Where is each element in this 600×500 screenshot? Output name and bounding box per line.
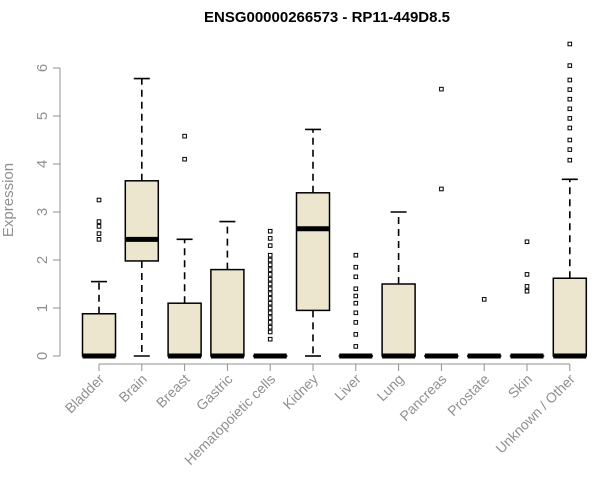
outlier-point <box>481 297 487 302</box>
outlier-point <box>524 288 530 294</box>
box-8 <box>424 86 459 359</box>
y-tick-label: 6 <box>34 64 51 72</box>
x-tick-label: Lung <box>373 371 406 404</box>
x-tick-label: Brain <box>115 371 149 405</box>
outlier-point <box>267 320 273 325</box>
box-7 <box>381 211 416 359</box>
outlier-point <box>353 300 359 306</box>
box-5 <box>295 128 331 357</box>
outlier-point <box>567 41 573 47</box>
x-tick-label: Unknown / Other <box>492 371 578 457</box>
y-tick-label: 2 <box>34 256 51 264</box>
box-3 <box>210 220 245 359</box>
outlier-point <box>96 219 102 224</box>
outlier-point <box>439 186 444 192</box>
outlier-point <box>96 197 102 203</box>
outlier-point <box>267 315 273 320</box>
box-body <box>552 277 588 357</box>
y-tick-label: 4 <box>34 160 51 168</box>
outlier-point <box>567 116 573 121</box>
outlier-point <box>267 236 273 241</box>
box-1 <box>124 77 160 357</box>
x-tick-label: Kidney <box>280 371 322 413</box>
outlier-point <box>353 264 359 270</box>
outlier-point <box>524 284 530 289</box>
outlier-point <box>267 336 273 342</box>
outlier-point <box>182 133 187 139</box>
outlier-point <box>353 274 359 280</box>
box-4 <box>252 228 288 359</box>
outlier-point <box>267 300 273 306</box>
outlier-point <box>96 231 102 236</box>
box-body <box>124 180 160 262</box>
box-body <box>167 302 202 357</box>
outlier-point <box>267 286 273 292</box>
y-tick-label: 1 <box>34 304 51 312</box>
outlier-point <box>267 267 273 272</box>
x-tick-label: Gastric <box>193 371 236 414</box>
outlier-point <box>267 252 273 258</box>
x-tick-label: Bladder <box>62 371 108 417</box>
y-tick-label: 5 <box>34 112 51 120</box>
box-0 <box>81 197 117 359</box>
outlier-point <box>567 77 573 83</box>
outlier-point <box>567 63 573 68</box>
boxes-group <box>81 41 588 359</box>
outlier-point <box>567 96 573 102</box>
box-body <box>210 268 245 357</box>
outlier-point <box>567 125 573 131</box>
box-2 <box>167 133 202 359</box>
outlier-point <box>267 228 273 234</box>
outlier-point <box>353 344 359 349</box>
outlier-point <box>353 310 359 316</box>
outlier-point <box>353 286 359 292</box>
outlier-point <box>267 276 273 282</box>
outlier-point <box>267 329 273 335</box>
outlier-point <box>567 147 573 152</box>
box-11 <box>552 41 588 359</box>
y-tick-label: 0 <box>34 352 51 360</box>
outlier-point <box>267 291 273 296</box>
outlier-point <box>353 332 359 337</box>
outlier-point <box>182 156 187 162</box>
outlier-point <box>267 262 273 268</box>
outlier-point <box>524 272 530 277</box>
outlier-point <box>267 281 273 287</box>
box-body <box>295 192 331 312</box>
outlier-point <box>353 320 359 325</box>
x-tick-label: Skin <box>505 371 536 402</box>
outlier-point <box>353 252 359 258</box>
chart-title: ENSG00000266573 - RP11-449D8.5 <box>204 9 450 26</box>
outlier-point <box>267 257 273 263</box>
outlier-point <box>267 272 273 277</box>
outlier-point <box>439 86 444 92</box>
outlier-point <box>267 324 273 330</box>
box-9 <box>466 297 502 359</box>
outlier-point <box>353 293 359 299</box>
outlier-point <box>96 224 102 229</box>
y-tick-label: 3 <box>34 208 51 216</box>
box-10 <box>509 239 545 359</box>
box-6 <box>338 252 374 359</box>
y-axis: 0 1 2 3 4 5 6 <box>34 64 61 360</box>
x-tick-label: Pancreas <box>396 371 449 424</box>
outlier-point <box>567 106 573 112</box>
x-tick-label: Breast <box>153 371 193 411</box>
box-body <box>81 313 117 357</box>
outlier-point <box>96 237 102 242</box>
outlier-point <box>267 296 273 301</box>
outlier-point <box>267 305 273 311</box>
outlier-point <box>567 137 573 143</box>
box-body <box>381 283 416 357</box>
outlier-point <box>567 87 573 92</box>
outlier-point <box>524 239 530 245</box>
outlier-point <box>567 157 573 163</box>
y-axis-label: Expression <box>0 163 17 237</box>
outlier-point <box>267 310 273 316</box>
x-tick-label: Prostate <box>444 371 492 419</box>
x-tick-label: Liver <box>331 371 364 404</box>
outlier-point <box>267 243 273 248</box>
